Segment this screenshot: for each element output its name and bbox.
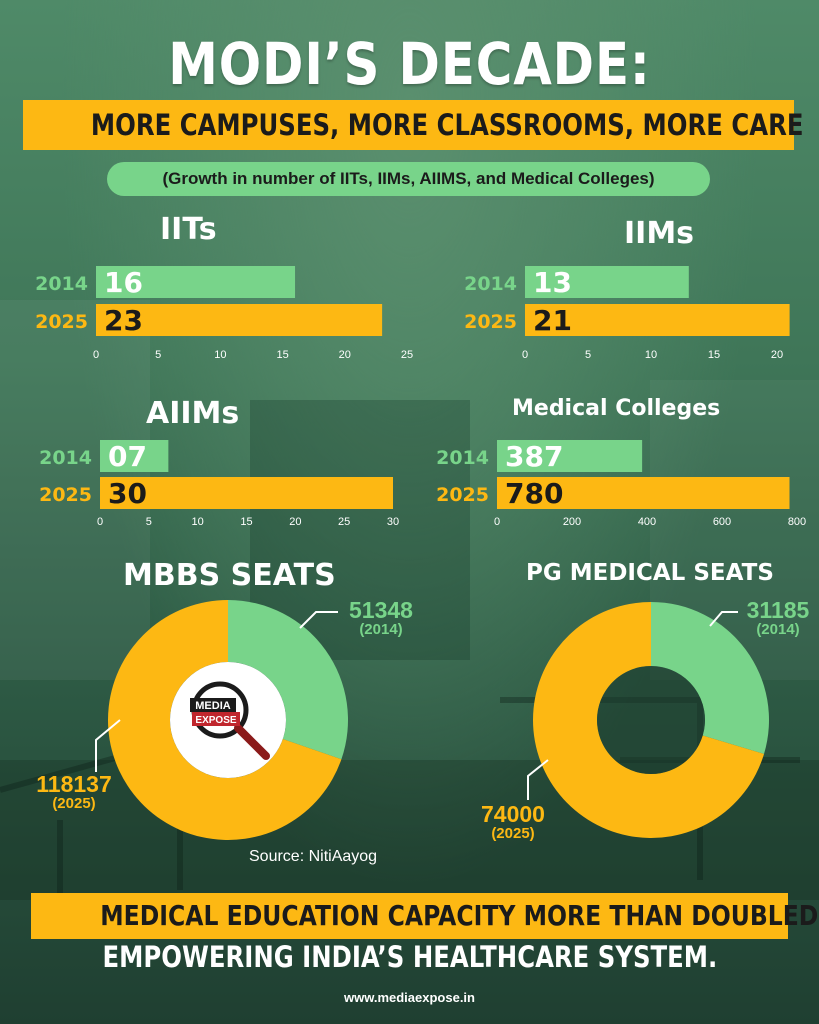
donut-slice-0 [651,602,769,754]
bar-2025 [497,477,790,509]
footer-banner: MEDICAL EDUCATION CAPACITY MORE THAN DOU… [31,893,819,939]
year-label: 2014 [39,447,92,469]
footer-line2-wrap: EMPOWERING INDIA’S HEALTHCARE SYSTEM. [0,940,819,974]
pg-2014-year: (2014) [756,621,800,639]
mbbs-2014-year: (2014) [359,621,403,639]
axis-tick-label: 400 [638,516,656,528]
axis-tick-label: 0 [97,516,103,528]
logo-text-expose: EXPOSE [195,715,236,726]
year-label: 2014 [464,273,517,295]
axis-tick-label: 200 [563,516,581,528]
subtitle-banner: MORE CAMPUSES, MORE CLASSROOMS, MORE CAR… [23,100,804,150]
pg-2025-value: 74000 [481,801,545,827]
logo-text-media: MEDIA [195,700,231,712]
axis-tick-label: 10 [645,349,657,361]
axis-tick-label: 600 [713,516,731,528]
pg-2025-label: 74000 (2025) [470,802,556,842]
bar-value-label: 07 [108,440,147,473]
axis-tick-label: 15 [240,516,252,528]
pg-2014-value: 31185 [746,597,810,623]
bar-value-label: 780 [505,477,563,510]
chart-title-iims: IIMs [624,216,695,251]
bar-value-label: 21 [533,304,572,337]
axis-tick-label: 5 [585,349,591,361]
donut-slice-0 [228,600,348,760]
bar-2014 [96,266,296,298]
axis-tick-label: 25 [338,516,350,528]
bar-2014 [497,440,643,472]
footer-line1: MEDICAL EDUCATION CAPACITY MORE THAN DOU… [100,899,819,932]
axis-tick-label: 10 [192,516,204,528]
year-label: 2025 [39,484,92,506]
mbbs-2025-value: 118137 [36,771,112,797]
axis-tick-label: 20 [289,516,301,528]
growth-note: (Growth in number of IITs, IIMs, AIIMS, … [107,162,710,196]
bar-value-label: 387 [505,440,563,473]
axis-tick-label: 10 [214,349,226,361]
callout-line-pg-2025 [527,759,549,800]
axis-tick-label: 15 [276,349,288,361]
axis-tick-label: 800 [788,516,806,528]
axis-tick-label: 5 [155,349,161,361]
axis-tick-label: 25 [401,349,413,361]
source-note: Source: NitiAayog [249,848,378,865]
bar-value-label: 30 [108,477,147,510]
bar-2025 [100,477,393,509]
callout-line-pg-2014 [709,611,738,627]
axis-tick-label: 30 [387,516,399,528]
page-title: MODI’S DECADE: [168,30,651,98]
year-label: 2014 [436,447,489,469]
callout-line-mbbs-2014 [299,611,338,629]
footer-line2: EMPOWERING INDIA’S HEALTHCARE SYSTEM. [102,940,717,974]
pg-2014-label: 31185 (2014) [738,598,818,638]
bar-value-label: 23 [104,304,143,337]
bar-value-label: 16 [104,266,143,299]
axis-tick-label: 20 [771,349,783,361]
chart-title-medical-colleges: Medical Colleges [512,396,721,421]
axis-tick-label: 5 [146,516,152,528]
year-label: 2025 [35,311,88,333]
mbbs-2014-value: 51348 [349,597,413,623]
chart-title-iits: IITs [160,212,217,247]
axis-tick-label: 20 [339,349,351,361]
chart-title-mbbs-seats: MBBS SEATS [123,558,336,593]
bar-2014 [100,440,169,472]
year-label: 2025 [436,484,489,506]
year-label: 2014 [35,273,88,295]
pg-2025-year: (2025) [491,825,535,843]
bar-2014 [525,266,689,298]
subtitle-text: MORE CAMPUSES, MORE CLASSROOMS, MORE CAR… [90,108,804,142]
bar-value-label: 13 [533,266,572,299]
callout-line-mbbs-2025 [95,719,121,772]
chart-title-pg-medical-seats: PG MEDICAL SEATS [526,560,774,586]
mbbs-2025-label: 118137 (2025) [26,772,122,812]
media-expose-logo: MEDIA EXPOSE [170,662,286,778]
mbbs-2014-label: 51348 (2014) [336,598,426,638]
axis-tick-label: 0 [93,349,99,361]
donut-slice-1 [532,602,765,838]
axis-tick-label: 0 [494,516,500,528]
magnifier-icon: MEDIA EXPOSE [190,681,270,760]
year-label: 2025 [464,311,517,333]
mbbs-2025-year: (2025) [52,795,96,813]
bar-2025 [525,304,790,336]
website-url[interactable]: www.mediaexpose.in [343,990,475,1005]
donut-hole [597,666,705,774]
chart-title-aiims: AIIMs [146,396,240,431]
bar-2025 [96,304,383,336]
donut-slice-1 [108,600,342,840]
axis-tick-label: 15 [708,349,720,361]
axis-tick-label: 0 [522,349,528,361]
